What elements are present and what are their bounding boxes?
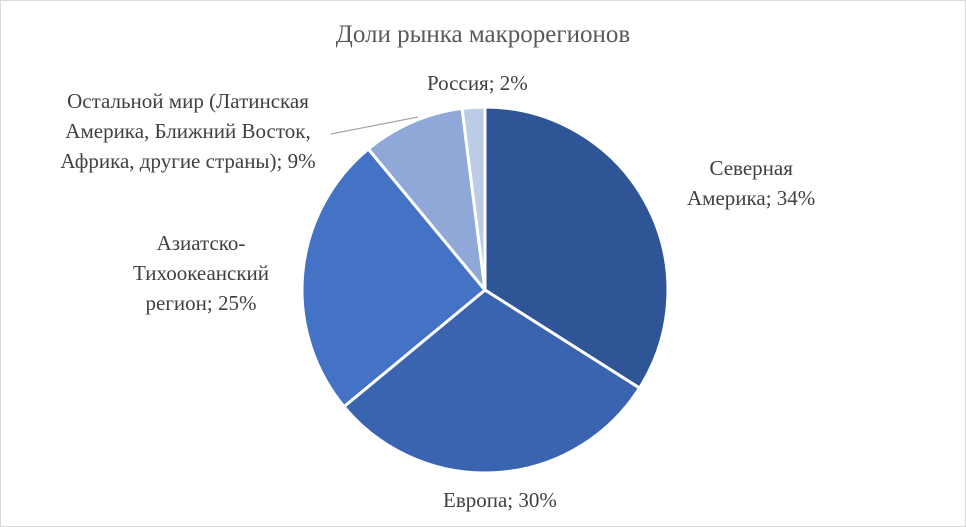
label-north-america-line-2: Америка; 34% xyxy=(687,186,816,210)
label-asia-pacific: Азиатско- Тихоокеанский регион; 25% xyxy=(121,228,281,318)
slice-asia-pacific xyxy=(300,147,487,409)
label-europe: Европа; 30% xyxy=(443,488,557,512)
label-north-america: Северная Америка; 34% xyxy=(687,153,815,213)
label-asia-pacific-line-3: регион; 25% xyxy=(145,291,257,315)
slice-russia xyxy=(460,105,487,292)
slice-europe xyxy=(342,288,642,475)
label-rest-of-world-line-1: Остальной мир (Латинская xyxy=(67,89,309,113)
slice-rest-of-world xyxy=(366,106,487,292)
leader-line-rest-of-world xyxy=(330,116,419,135)
label-asia-pacific-line-2: Тихоокеанский xyxy=(132,261,270,285)
label-north-america-line-1: Северная xyxy=(709,156,793,180)
label-rest-of-world: Остальной мир (Латинская Америка, Ближни… xyxy=(38,86,338,176)
chart-title: Доли рынка макрорегионов xyxy=(335,21,631,48)
label-rest-of-world-line-2: Америка, Ближний Восток, xyxy=(65,119,311,143)
label-russia: Россия; 2% xyxy=(427,71,528,95)
label-rest-of-world-line-3: Африка, другие страны); 9% xyxy=(60,149,316,173)
label-asia-pacific-line-1: Азиатско- xyxy=(156,231,246,255)
